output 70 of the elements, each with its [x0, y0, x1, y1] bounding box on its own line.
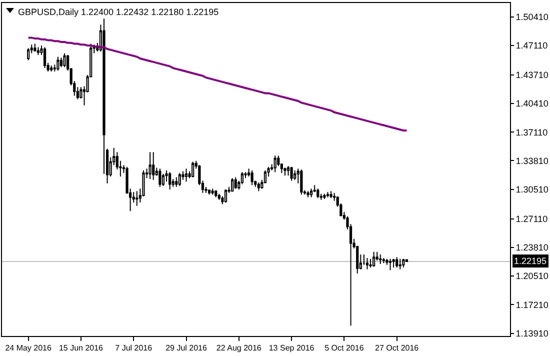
y-tick-label: 1.20510	[516, 271, 548, 282]
candlestick	[366, 257, 369, 270]
candlestick	[208, 188, 211, 196]
candlestick	[274, 155, 276, 173]
candlestick	[168, 172, 172, 190]
candlestick	[56, 56, 60, 72]
x-tick-label: 7 Jul 2016	[115, 344, 153, 353]
candlestick	[136, 190, 138, 206]
candlestick	[330, 190, 332, 199]
candlestick	[234, 176, 237, 190]
y-tick-label: 1.40410	[516, 98, 548, 109]
candlestick	[398, 258, 402, 270]
candlestick	[27, 48, 30, 61]
chart-title: GBPUSD,Daily 1.22400 1.22432 1.22180 1.22195	[18, 7, 219, 17]
candlestick	[34, 43, 36, 52]
x-tick-label: 22 Aug 2016	[216, 344, 262, 353]
candlestick	[362, 254, 366, 266]
y-tick-label: 1.27110	[516, 214, 548, 224]
candlestick	[257, 182, 260, 192]
candlestick	[148, 152, 152, 180]
y-tick-label: 1.50410	[516, 12, 548, 22]
candlestick	[231, 178, 234, 192]
candlestick	[300, 169, 303, 196]
ref-line-label: 1.22195	[514, 256, 547, 266]
candlestick	[323, 193, 326, 200]
y-tick-label: 1.17210	[516, 300, 548, 310]
candlestick	[326, 192, 330, 198]
candlestick	[306, 190, 310, 198]
x-tick-label: 24 May 2016	[5, 344, 52, 353]
y-tick-label: 1.47110	[516, 40, 548, 51]
y-tick-label: 1.30510	[516, 184, 548, 195]
y-tick-label: 1.37110	[516, 127, 548, 138]
candlestick	[290, 166, 293, 182]
candlestick	[294, 170, 296, 180]
candlestick	[214, 190, 218, 198]
candlestick	[211, 188, 214, 196]
candlestick	[60, 57, 63, 68]
x-tick-label: 29 Jul 2016	[166, 344, 208, 353]
y-tick-label: 1.33810	[516, 156, 548, 166]
x-tick-label: 27 Oct 2016	[375, 344, 420, 353]
candlestick	[284, 167, 286, 176]
candlestick	[382, 257, 385, 264]
candlestick	[310, 188, 313, 198]
candlestick	[396, 256, 398, 268]
candlestick	[158, 168, 162, 188]
candlestick	[388, 258, 392, 271]
candlestick	[224, 188, 228, 203]
candlestick	[372, 251, 376, 268]
y-tick-label: 1.13910	[516, 328, 548, 338]
candlestick	[50, 64, 53, 72]
x-tick-label: 15 Jun 2016	[58, 344, 104, 353]
candlestick	[316, 188, 320, 199]
candlestick	[218, 193, 220, 200]
candlestick	[43, 46, 46, 69]
candlestick	[36, 46, 40, 56]
candlestick	[184, 168, 188, 182]
x-tick-label: 13 Sep 2016	[268, 344, 315, 353]
candlestick	[152, 152, 155, 180]
line-series	[27, 36, 408, 132]
candlestick	[250, 170, 254, 186]
candlestick	[379, 254, 382, 265]
x-tick-label: 5 Oct 2016	[324, 344, 364, 353]
candlestick	[192, 161, 194, 178]
candlestick	[392, 258, 395, 268]
y-tick-label: 1.23810	[516, 242, 548, 253]
y-tick-label: 1.43710	[516, 70, 548, 80]
candlestick	[175, 176, 178, 188]
candlestick	[63, 52, 66, 68]
candlestick	[178, 172, 181, 186]
candlestick	[402, 258, 405, 268]
